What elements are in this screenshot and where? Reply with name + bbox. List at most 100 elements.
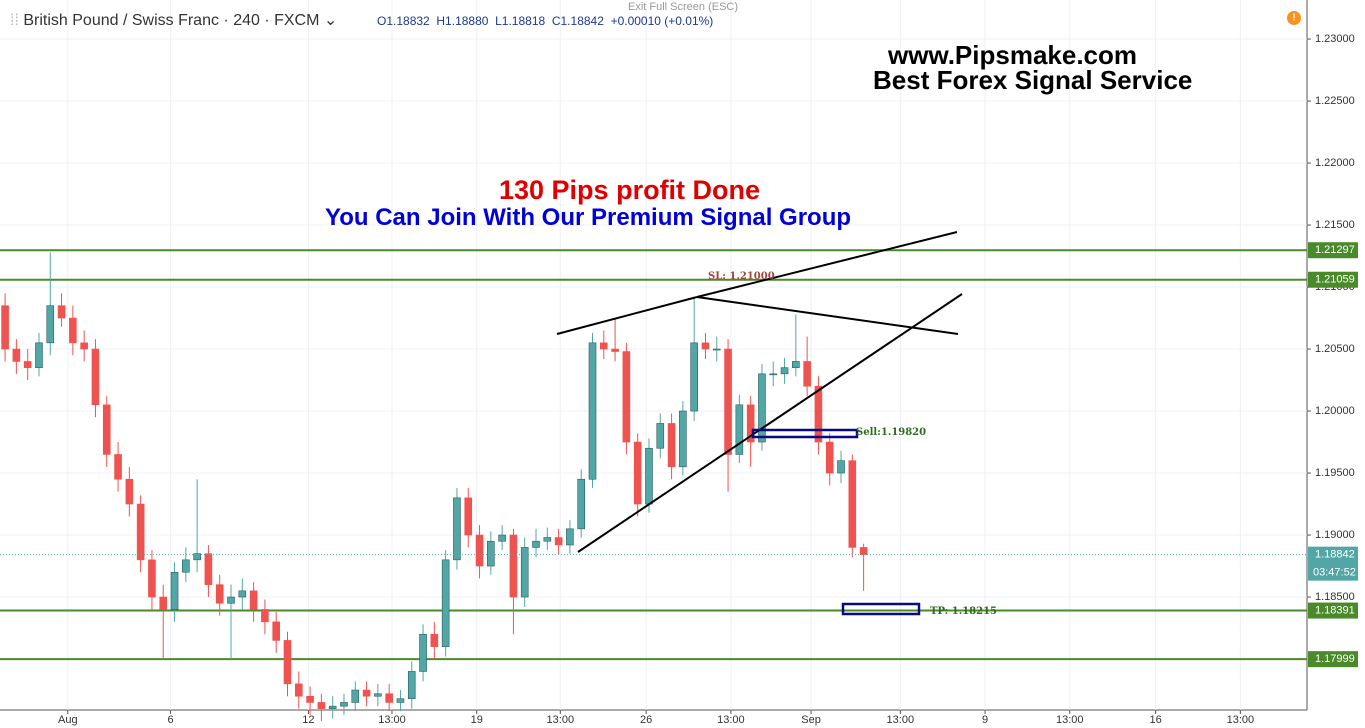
- candle-body: [848, 460, 857, 548]
- exit-fullscreen[interactable]: Exit Full Screen (ESC): [628, 1, 739, 13]
- candle-body: [362, 689, 371, 697]
- y-tick-label: 1.19000: [1315, 529, 1355, 541]
- level-label-bg: [1308, 602, 1358, 619]
- candle-body: [136, 503, 145, 561]
- candle-body: [792, 361, 800, 368]
- candle-body: [182, 559, 190, 573]
- candle-body: [803, 361, 811, 387]
- candle-body: [780, 367, 789, 375]
- trend-line: [577, 293, 963, 553]
- candle-body: [385, 693, 393, 703]
- y-tick-label: 1.21500: [1315, 219, 1355, 231]
- candle-body: [599, 342, 608, 350]
- ohlc-close: C1.18842: [551, 14, 604, 28]
- candle-body: [12, 348, 21, 362]
- symbol-title[interactable]: ⁞⁞ British Pound / Swiss Franc · 240 · F…: [10, 12, 338, 29]
- candle-body: [509, 534, 518, 598]
- y-tick-label: 1.22000: [1315, 157, 1355, 169]
- level-label: 1.17999: [1315, 653, 1355, 665]
- candle-body: [814, 385, 823, 443]
- candle-body: [57, 305, 66, 319]
- candle-body: [633, 441, 642, 505]
- candle-body: [91, 348, 100, 406]
- x-tick-label: 13:00: [1227, 714, 1255, 726]
- level-label: 1.18391: [1315, 604, 1355, 616]
- x-tick-label: 19: [471, 714, 483, 726]
- level-label-bg: [1308, 271, 1358, 288]
- y-tick-label: 1.19500: [1315, 467, 1355, 479]
- candle-body: [859, 547, 868, 555]
- alert-icon-mark: !: [1292, 13, 1295, 24]
- candle-body: [825, 441, 834, 474]
- candle-body: [724, 348, 732, 455]
- x-tick-label: 26: [640, 714, 652, 726]
- candle-body: [690, 342, 698, 412]
- candle-body: [125, 478, 134, 505]
- candle-body: [566, 528, 574, 546]
- candle-body: [351, 689, 360, 703]
- candle-body: [114, 454, 122, 480]
- candle-body: [69, 317, 77, 344]
- candle-body: [679, 410, 687, 468]
- candle-body: [227, 596, 235, 604]
- sell-box: [751, 428, 859, 439]
- candle-body: [294, 683, 303, 697]
- candle-body: [543, 537, 552, 542]
- candle-body: [374, 693, 382, 697]
- candle-body: [769, 373, 778, 376]
- candle-body: [328, 705, 337, 709]
- trend-line: [696, 296, 959, 335]
- x-tick-label: 9: [982, 714, 988, 726]
- candle-body: [46, 305, 55, 344]
- x-tick-label: 13:00: [1056, 714, 1084, 726]
- candle-body: [204, 553, 213, 585]
- y-tick-label: 1.18500: [1315, 591, 1355, 603]
- trend-line: [696, 231, 958, 298]
- candle-body: [1, 305, 9, 350]
- candle-body: [407, 671, 416, 700]
- candle-body: [487, 540, 495, 567]
- candle-body: [306, 695, 314, 703]
- candle-body: [215, 584, 224, 604]
- candle-body: [577, 478, 586, 530]
- trend-line: [556, 296, 698, 335]
- site-text: www.Pipsmake.com: [888, 40, 1138, 70]
- last-price-bg: [1308, 546, 1358, 581]
- x-tick-label: 16: [1150, 714, 1162, 726]
- candle-body: [622, 351, 631, 443]
- candle-body: [261, 609, 269, 623]
- candle-body: [80, 342, 88, 350]
- y-tick-label: 1.22500: [1315, 95, 1355, 107]
- candle-body: [396, 698, 405, 703]
- x-tick-label: 13:00: [717, 714, 745, 726]
- candle-body: [746, 404, 755, 443]
- axes: 1.230001.225001.220001.215001.210001.205…: [58, 33, 1358, 726]
- candle-body: [735, 404, 744, 455]
- tp-text: TP: 1.18215: [930, 606, 998, 617]
- candle-body: [475, 534, 484, 567]
- ohlc-change: +0.00010 (+0.01%): [610, 14, 714, 28]
- candle-body: [645, 447, 653, 505]
- candle-body: [611, 348, 619, 352]
- alert-icon[interactable]: [1287, 11, 1301, 25]
- candle-body: [498, 534, 506, 542]
- candle-body: [238, 590, 247, 598]
- candle-body: [283, 640, 292, 685]
- countdown: 03:47:52: [1313, 567, 1356, 579]
- grid: [0, 0, 1307, 710]
- x-tick-label: 13:00: [887, 714, 915, 726]
- candle-body: [193, 553, 201, 561]
- candle-body: [23, 361, 32, 368]
- candle-body: [102, 404, 111, 455]
- candle-body: [35, 342, 43, 368]
- tp-box: [841, 602, 921, 616]
- candle-body: [272, 621, 280, 641]
- ohlc-low: L1.18818: [495, 14, 546, 28]
- ohlc: O1.18832 H1.18880 L1.18818 C1.18842 +0.0…: [377, 14, 713, 28]
- y-tick-label: 1.23000: [1315, 33, 1355, 45]
- sl-text: SL: 1.21000: [708, 271, 775, 282]
- candle-body: [148, 559, 156, 598]
- service-text: Best Forex Signal Service: [873, 65, 1193, 95]
- candle-body: [532, 540, 540, 548]
